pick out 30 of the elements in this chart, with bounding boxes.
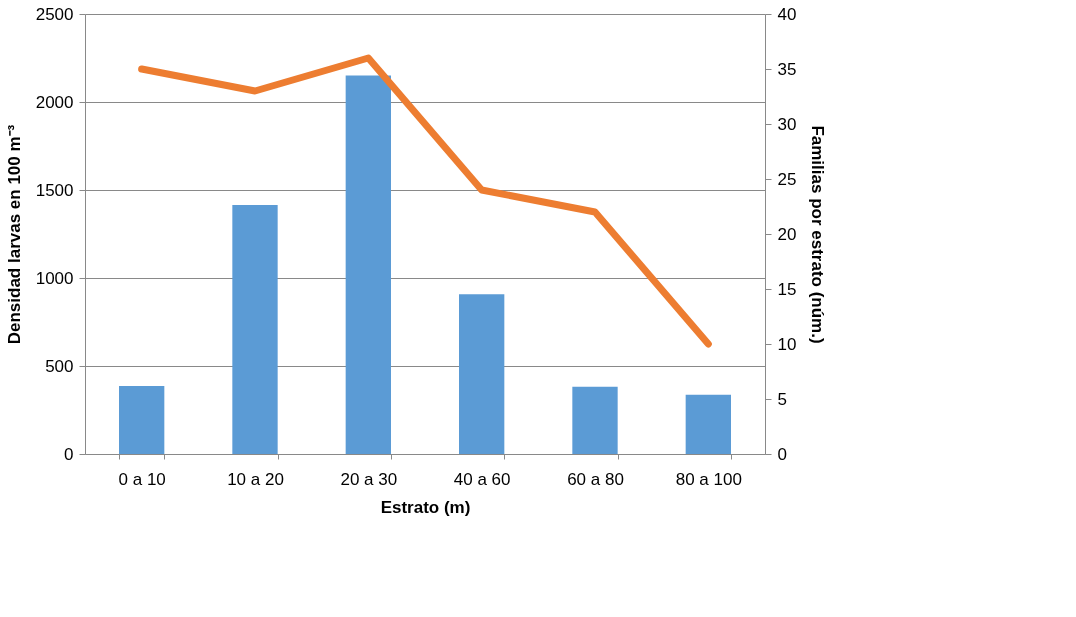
y2-tick-label: 20 (777, 224, 797, 244)
bar (572, 386, 618, 454)
y2-tick-label: 5 (777, 389, 787, 409)
bar (685, 394, 731, 454)
x-tick-label: 60 a 80 (567, 469, 624, 489)
bar (345, 75, 391, 454)
y2-tick-label: 0 (777, 444, 787, 464)
bar (232, 204, 278, 454)
y-tick-label: 2000 (35, 92, 74, 112)
x-tick-label: 80 a 100 (675, 469, 742, 489)
y2-tick-label: 15 (777, 279, 797, 299)
x-tick-label: 20 a 30 (340, 469, 398, 489)
y-tick-label: 2500 (35, 4, 74, 24)
x-tick-label: 40 a 60 (453, 469, 511, 489)
x-tick-label: 0 a 10 (118, 469, 166, 489)
y-axis-title: Densidad larvas en 100 m⁻³ (4, 124, 24, 345)
bar (459, 294, 505, 454)
y2-tick-label: 10 (777, 334, 797, 354)
y2-axis-title: Familias por estrato (núm.) (808, 125, 828, 344)
y-tick-label: 1000 (35, 268, 74, 288)
y2-tick-label: 35 (777, 59, 797, 79)
y-tick-label: 500 (45, 356, 74, 376)
y2-tick-label: 30 (777, 114, 797, 134)
x-axis-title: Estrato (m) (380, 497, 471, 517)
y2-tick-label: 40 (777, 4, 797, 24)
y-tick-label: 1500 (35, 180, 74, 200)
bar (119, 385, 165, 454)
y2-tick-label: 25 (777, 169, 797, 189)
y-tick-label: 0 (64, 444, 74, 464)
x-tick-label: 10 a 20 (227, 469, 284, 489)
